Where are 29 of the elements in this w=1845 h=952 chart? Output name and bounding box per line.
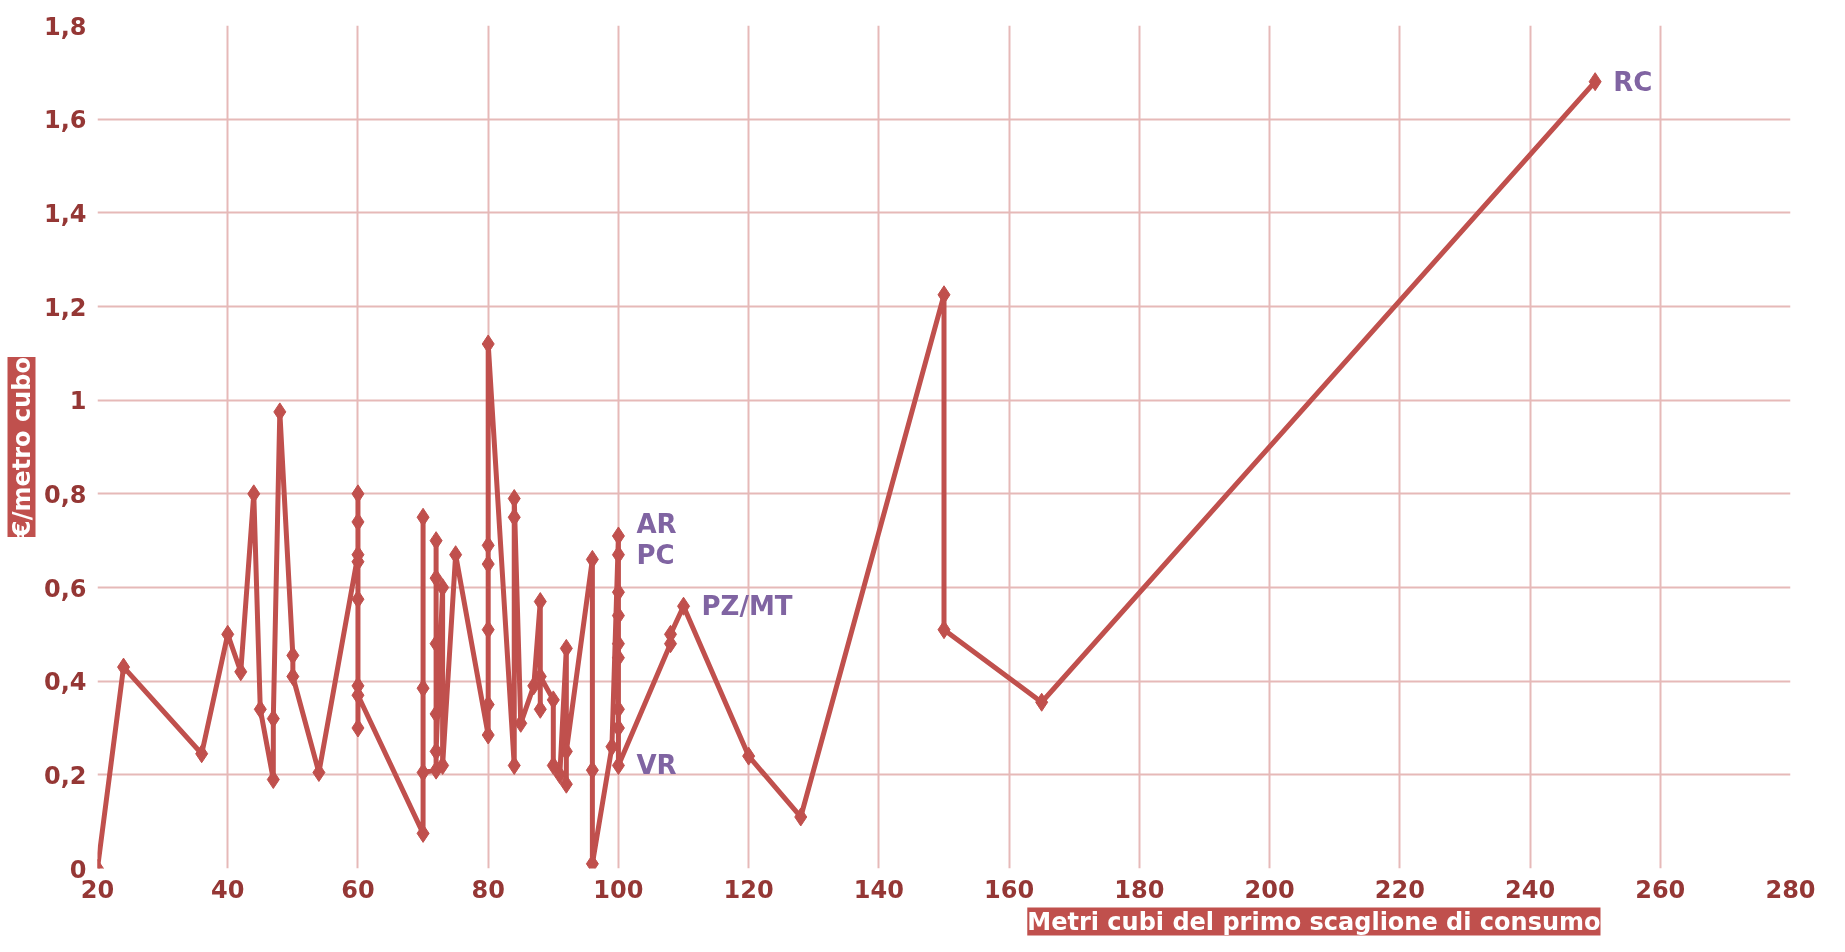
y-tick-label: 0,4 xyxy=(43,668,87,697)
x-axis-title: Metri cubi del primo scaglione di consumo xyxy=(1027,907,1601,936)
y-tick-label: 0,8 xyxy=(43,480,87,509)
annotation: PC xyxy=(636,539,675,570)
x-tick-label: 240 xyxy=(1504,875,1556,904)
annotation: PZ/MT xyxy=(701,591,793,622)
y-tick-label: 1,2 xyxy=(43,293,87,322)
y-tick-label: 0,6 xyxy=(43,574,87,603)
x-tick-label: 260 xyxy=(1635,875,1686,904)
x-tick-label: 60 xyxy=(341,875,375,904)
y-axis-title: €/metro cubo xyxy=(7,357,36,538)
y-tick-label: 1,4 xyxy=(43,199,87,228)
x-tick-label: 100 xyxy=(593,875,644,904)
x-tick-label: 140 xyxy=(853,875,904,904)
y-tick-label: 1 xyxy=(69,387,87,416)
x-tick-label: 40 xyxy=(211,875,245,904)
y-tick-label: 0,2 xyxy=(43,761,87,790)
x-tick-label: 180 xyxy=(1114,875,1165,904)
y-tick-label: 1,8 xyxy=(43,12,87,41)
y-tick-label: 1,6 xyxy=(43,106,87,135)
annotation: AR xyxy=(636,509,677,540)
x-tick-label: 160 xyxy=(984,875,1035,904)
annotation: VR xyxy=(636,750,677,781)
x-tick-label: 220 xyxy=(1374,875,1425,904)
x-tick-label: 80 xyxy=(471,875,505,904)
x-tick-label: 200 xyxy=(1244,875,1295,904)
x-tick-label: 280 xyxy=(1765,875,1816,904)
annotation: RC xyxy=(1613,66,1653,97)
x-tick-label: 120 xyxy=(723,875,774,904)
